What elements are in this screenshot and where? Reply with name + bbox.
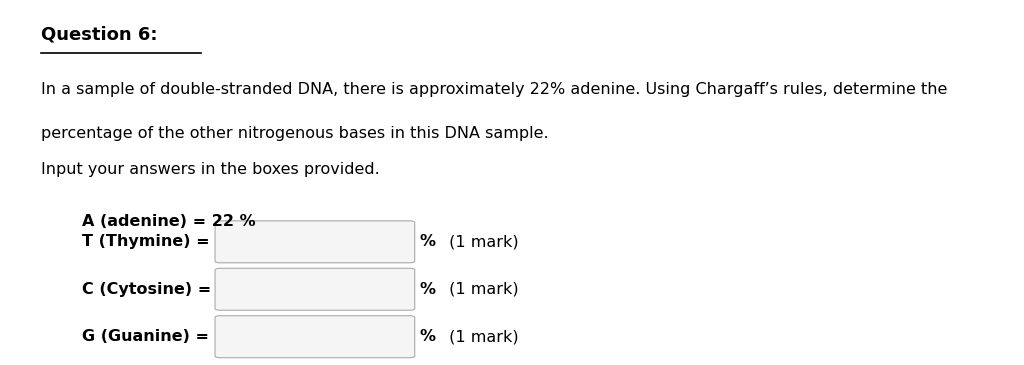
Text: %: % [420,282,436,297]
Text: (1 mark): (1 mark) [444,234,519,250]
Text: Input your answers in the boxes provided.: Input your answers in the boxes provided… [41,162,380,177]
Text: (1 mark): (1 mark) [444,282,519,297]
Text: Question 6:: Question 6: [41,26,158,43]
FancyBboxPatch shape [215,268,415,310]
Text: percentage of the other nitrogenous bases in this DNA sample.: percentage of the other nitrogenous base… [41,126,549,141]
Text: (1 mark): (1 mark) [444,329,519,345]
Text: %: % [420,329,436,345]
Text: A (adenine) = 22 %: A (adenine) = 22 % [82,214,256,228]
Text: G (Guanine) =: G (Guanine) = [82,329,209,345]
Text: C (Cytosine) =: C (Cytosine) = [82,282,211,297]
FancyBboxPatch shape [215,316,415,358]
FancyBboxPatch shape [215,221,415,263]
Text: %: % [420,234,436,250]
Text: In a sample of double-stranded DNA, there is approximately 22% adenine. Using Ch: In a sample of double-stranded DNA, ther… [41,82,947,97]
Text: T (Thymine) =: T (Thymine) = [82,234,210,250]
